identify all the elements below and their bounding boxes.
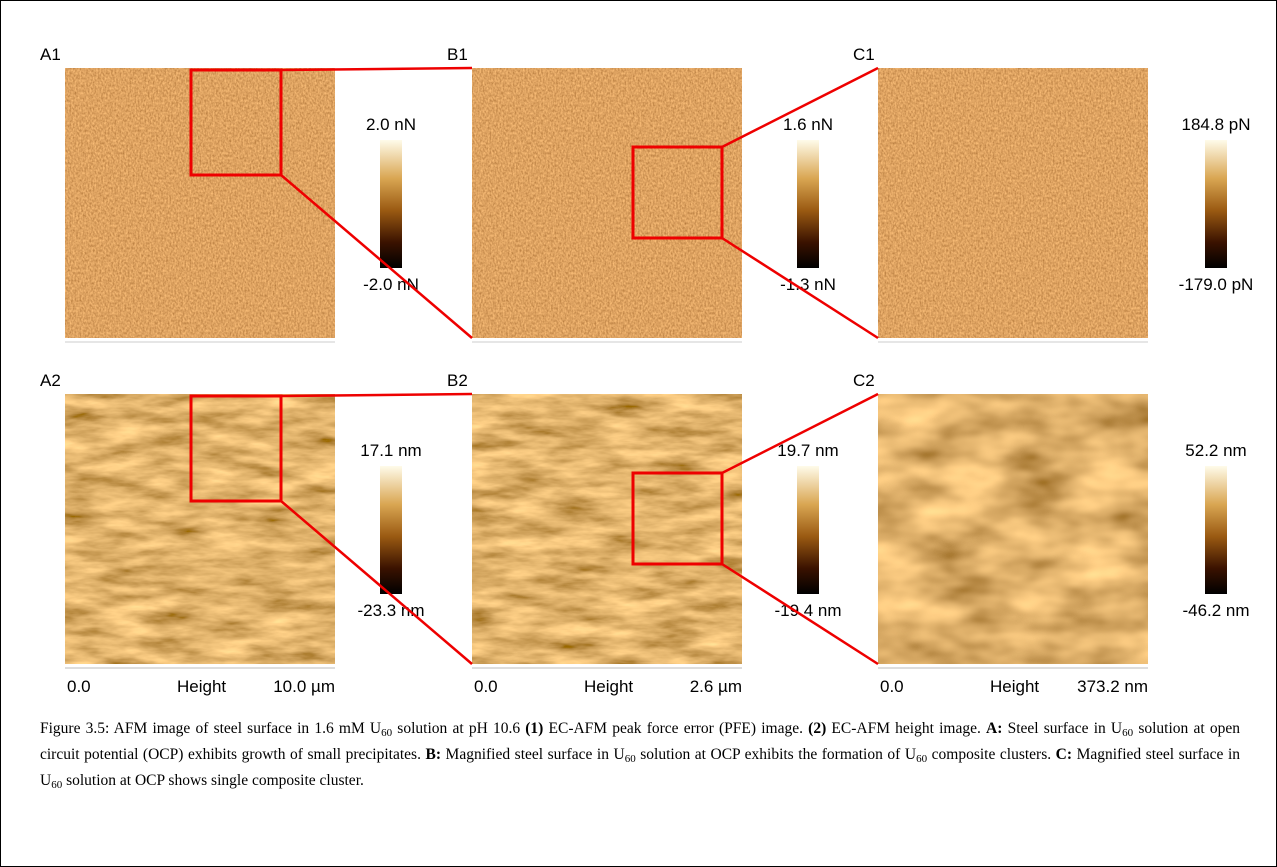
color-bar: [1205, 466, 1227, 594]
page: A12.0 nN-2.0 nNB11.6 nN-1.3 nNC1184.8 pN…: [0, 0, 1277, 867]
color-bar-max: 184.8 pN: [1182, 115, 1251, 134]
subscript: 60: [916, 753, 927, 765]
panel-label: B1: [447, 45, 468, 64]
subscript: 60: [1122, 727, 1133, 739]
zoom-line: [722, 68, 878, 147]
scale-end: 10.0 µm: [273, 677, 335, 696]
afm-image: [65, 68, 335, 338]
afm-image: [472, 394, 742, 664]
panel-label: B2: [447, 371, 468, 390]
caption-text: Steel surface in U: [1002, 720, 1122, 737]
caption-text: composite clusters.: [927, 746, 1056, 763]
zoom-line: [722, 394, 878, 473]
color-bar: [380, 466, 402, 594]
scale-start: 0.0: [474, 677, 498, 696]
scale-start: 0.0: [67, 677, 91, 696]
color-bar-min: -1.3 nN: [780, 275, 836, 294]
caption-text: Figure 3.5: AFM image of steel surface i…: [40, 720, 381, 737]
scale-end: 373.2 nm: [1077, 677, 1148, 696]
scale-name: Height: [177, 677, 226, 696]
caption-text: EC-AFM height image.: [826, 720, 986, 737]
caption-text: EC-AFM peak force error (PFE) image.: [543, 720, 808, 737]
bold-text: (2): [808, 720, 826, 737]
subscript: 60: [625, 753, 636, 765]
color-bar-max: 1.6 nN: [783, 115, 833, 134]
panel-label: C2: [853, 371, 875, 390]
scale-end: 2.6 µm: [690, 677, 742, 696]
bold-text: (1): [525, 720, 543, 737]
color-bar: [797, 466, 819, 594]
afm-image: [472, 68, 742, 338]
afm-image: [878, 68, 1148, 338]
color-bar: [797, 140, 819, 268]
subscript: 60: [381, 727, 392, 739]
caption-text: solution at OCP shows single composite c…: [62, 772, 364, 789]
bold-text: A:: [986, 720, 1002, 737]
scale-name: Height: [584, 677, 633, 696]
caption: Figure 3.5: AFM image of steel surface i…: [40, 718, 1240, 796]
color-bar-min: -46.2 nm: [1182, 601, 1249, 620]
bold-text: B:: [426, 746, 442, 763]
color-bar-max: 17.1 nm: [360, 441, 421, 460]
color-bar: [380, 140, 402, 268]
caption-text: solution at OCP exhibits the formation o…: [636, 746, 916, 763]
scale-name: Height: [990, 677, 1039, 696]
color-bar-max: 2.0 nN: [366, 115, 416, 134]
panel-label: A2: [40, 371, 61, 390]
color-bar: [1205, 140, 1227, 268]
afm-image: [65, 394, 335, 664]
color-bar-min: -179.0 pN: [1179, 275, 1254, 294]
color-bar-max: 52.2 nm: [1185, 441, 1246, 460]
panel-label: A1: [40, 45, 61, 64]
panel-label: C1: [853, 45, 875, 64]
color-bar-max: 19.7 nm: [777, 441, 838, 460]
color-bar-min: -23.3 nm: [357, 601, 424, 620]
bold-text: C:: [1056, 746, 1072, 763]
subscript: 60: [51, 779, 62, 791]
afm-image: [878, 394, 1148, 664]
scale-start: 0.0: [880, 677, 904, 696]
caption-text: Magnified steel surface in U: [441, 746, 625, 763]
caption-text: solution at pH 10.6: [392, 720, 525, 737]
